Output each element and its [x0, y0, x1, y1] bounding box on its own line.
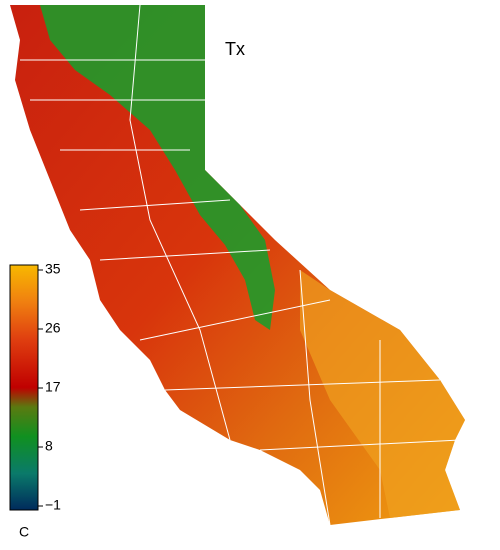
warm-desert	[300, 270, 465, 518]
colorbar	[9, 264, 39, 511]
colorbar-tick-label: −1	[45, 497, 61, 513]
colorbar-tick-label: 17	[45, 379, 61, 395]
colorbar-tick-label: 35	[45, 261, 61, 277]
california-map	[10, 4, 465, 526]
county-lines	[20, 4, 461, 526]
cool-highlands	[40, 5, 275, 330]
colorbar-ticks: 35 26 17 8 −1	[38, 261, 61, 513]
colorbar-tick-label: 26	[45, 320, 61, 336]
colorbar-tick-label: 8	[45, 438, 53, 454]
colorbar-unit: C	[19, 524, 29, 540]
map-title: Tx	[225, 39, 245, 59]
